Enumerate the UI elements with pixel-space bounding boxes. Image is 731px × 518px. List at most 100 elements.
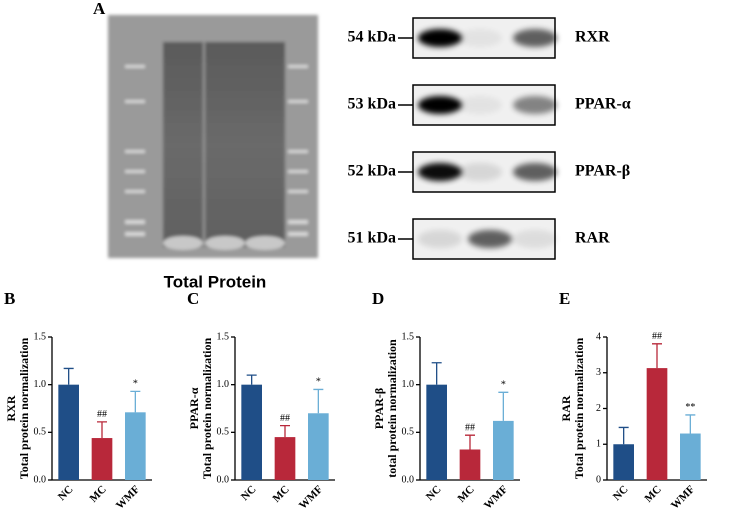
x-tick-label: MC (455, 483, 476, 504)
y-tick-label: 0.0 (402, 474, 415, 485)
panel-letter: A (93, 0, 106, 18)
x-tick-label: NC (611, 483, 631, 503)
significance-label: * (501, 380, 506, 391)
y-tick-label: 1 (596, 439, 601, 450)
error-bar (465, 434, 475, 450)
y-tick-label: 1.5 (402, 331, 415, 342)
error-bar (280, 425, 290, 438)
band (458, 29, 502, 47)
y-axis-label: Total protein normalization (17, 338, 31, 480)
significance-label: ## (652, 331, 662, 342)
y-tick-label: 0.5 (34, 427, 47, 438)
error-bar (97, 421, 107, 439)
bar (241, 384, 262, 480)
panel-letter: E (559, 289, 570, 308)
y-tick-label: 1.5 (34, 331, 47, 342)
weight-label: 51 kDa (348, 230, 396, 247)
y-axis-label: total protein normalization (385, 339, 399, 478)
y-tick-label: 1.0 (402, 379, 415, 390)
bar (426, 384, 447, 480)
y-tick-label: 1.0 (217, 379, 230, 390)
y-axis-label: PPAR-β (372, 388, 386, 429)
y-axis-label: Total protein normalization (572, 338, 586, 480)
bar (308, 413, 329, 480)
bar (613, 444, 634, 480)
error-bar (498, 391, 509, 421)
y-axis-label: Total protein normalization (200, 338, 214, 480)
significance-label: ## (465, 422, 475, 433)
y-tick-label: 0.5 (217, 427, 230, 438)
x-tick-label: MC (87, 483, 108, 504)
target-label: RXR (575, 29, 610, 46)
bar (91, 438, 113, 480)
x-tick-label: NC (424, 483, 444, 503)
band (418, 29, 462, 47)
blot-row: 54 kDa RXR (348, 17, 610, 59)
y-tick-label: 0.0 (217, 474, 230, 485)
x-tick-label: WMF (482, 483, 511, 512)
significance-label: ## (280, 413, 290, 424)
y-tick-label: 0 (596, 474, 601, 485)
y-axis-label: RAR (559, 395, 573, 421)
blot-row: 53 kDa PPAR-α (348, 84, 631, 126)
band (458, 96, 502, 114)
bar (493, 420, 514, 480)
weight-label: 54 kDa (348, 29, 396, 46)
significance-label: ## (97, 409, 107, 420)
bar (274, 437, 296, 480)
y-tick-label: 0.5 (402, 427, 415, 438)
band (458, 163, 502, 181)
x-tick-label: MC (642, 483, 663, 504)
bar (680, 433, 701, 480)
significance-label: * (133, 379, 138, 390)
y-tick-label: 1.0 (34, 379, 47, 390)
target-label: PPAR-α (575, 96, 631, 113)
y-tick-label: 2 (596, 403, 601, 414)
bar (125, 412, 146, 480)
x-tick-label: WMF (114, 483, 143, 512)
weight-label: 52 kDa (348, 163, 396, 180)
gel-label: Total Protein (164, 272, 267, 291)
error-bar (246, 374, 257, 385)
x-tick-label: NC (239, 483, 259, 503)
blot-row: 51 kDa RAR (348, 218, 610, 260)
band (513, 230, 557, 248)
error-bar (618, 426, 629, 445)
x-tick-label: MC (270, 483, 291, 504)
significance-label: * (316, 377, 321, 388)
gel-image (108, 15, 318, 258)
error-bar (63, 367, 74, 385)
bar (646, 368, 668, 480)
error-bar (685, 414, 696, 434)
band (513, 96, 557, 114)
y-tick-label: 0.0 (34, 474, 47, 485)
x-tick-label: WMF (669, 483, 698, 512)
error-bar (313, 388, 324, 414)
y-axis-label: RXR (4, 395, 18, 421)
significance-label: ** (685, 402, 695, 413)
y-tick-label: 3 (596, 367, 601, 378)
panel-letter: B (4, 289, 15, 308)
band (468, 230, 512, 248)
error-bar (130, 390, 141, 413)
error-bar (431, 362, 442, 385)
y-axis-label: PPAR-α (187, 387, 201, 429)
y-tick-label: 4 (596, 331, 601, 342)
band (513, 29, 557, 47)
blot-row: 52 kDa PPAR-β (348, 151, 630, 193)
band (513, 163, 557, 181)
band (418, 96, 462, 114)
target-label: RAR (575, 230, 610, 247)
panel-letter: D (372, 289, 384, 308)
x-tick-label: WMF (297, 483, 326, 512)
band (418, 230, 462, 248)
panel-letter: C (187, 289, 199, 308)
x-tick-label: NC (56, 483, 76, 503)
bar (58, 384, 79, 480)
y-tick-label: 1.5 (217, 331, 230, 342)
bar (459, 449, 481, 480)
target-label: PPAR-β (575, 163, 630, 180)
weight-label: 53 kDa (348, 96, 396, 113)
error-bar (652, 343, 662, 369)
